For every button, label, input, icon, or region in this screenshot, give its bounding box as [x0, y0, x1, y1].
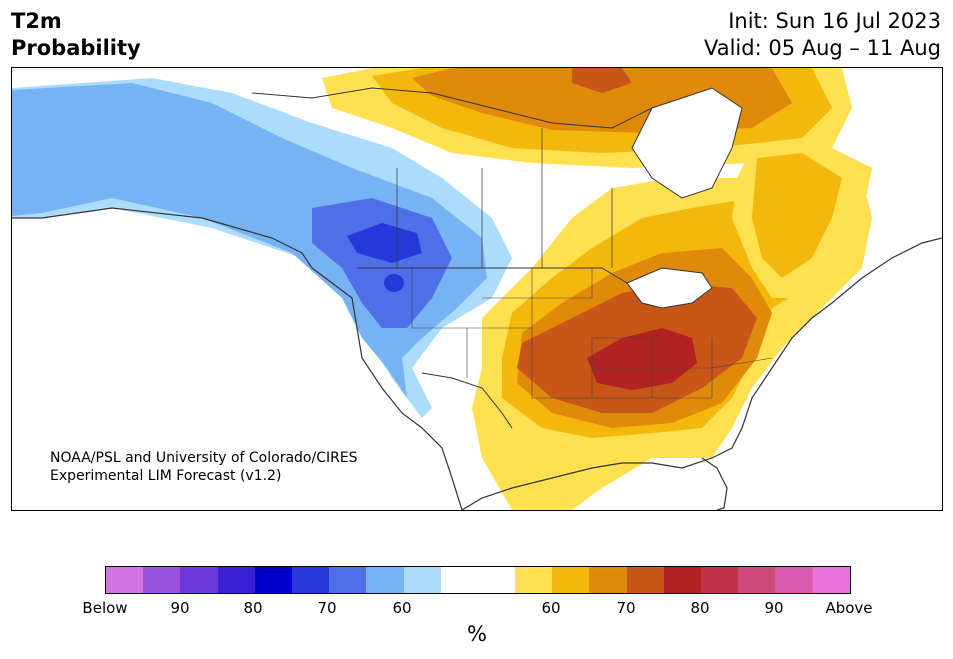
- hudson-bay: [631, 87, 743, 199]
- colorbar-tick-label: 70: [317, 599, 337, 617]
- colorbar-segment: [143, 567, 181, 593]
- colorbar-tick-label: 80: [243, 599, 263, 617]
- colorbar-segment: [477, 567, 516, 593]
- colorbar-segment: [589, 567, 627, 593]
- colorbar-segment: [775, 567, 813, 593]
- below-strong-area: [347, 223, 422, 263]
- title-quantity: Probability: [11, 36, 141, 60]
- colorbar-tick-label: 70: [616, 599, 636, 617]
- forecast-map: [12, 68, 942, 510]
- colorbar-segment: [812, 567, 850, 593]
- colorbar-tick-label: 90: [764, 599, 784, 617]
- forecast-dates: Init: Sun 16 Jul 2023 Valid: 05 Aug – 11…: [704, 8, 941, 62]
- title-variable: T2m: [11, 9, 62, 33]
- above-max-east: [587, 328, 697, 390]
- great-lakes: [626, 267, 713, 309]
- colorbar-segment: [515, 567, 553, 593]
- colorbar-segment: [663, 567, 701, 593]
- state-lines: [411, 268, 773, 399]
- colorbar-segment: [552, 567, 590, 593]
- canada-us-border: [357, 267, 628, 284]
- colorbar-segment: [180, 567, 218, 593]
- colorbar-tick-label: 60: [392, 599, 412, 617]
- colorbar-segment: [626, 567, 664, 593]
- below-mid-area: [312, 198, 452, 328]
- colorbar-segment: [440, 567, 478, 593]
- colorbar-segment: [217, 567, 255, 593]
- colorbar: [105, 566, 851, 594]
- map-panel: NOAA/PSL and University of Colorado/CIRE…: [11, 67, 943, 511]
- above-light-quebec: [752, 153, 842, 278]
- colorbar-segment: [701, 567, 739, 593]
- init-date: Init: Sun 16 Jul 2023: [728, 9, 941, 33]
- colorbar-segment: [291, 567, 330, 593]
- above-strong-north: [572, 68, 632, 93]
- florida: [701, 457, 728, 510]
- us-mexico-border: [421, 372, 513, 429]
- colorbar-tick-label: Below: [82, 599, 128, 617]
- colorbar-segment: [403, 567, 441, 593]
- colorbar-segment: [254, 567, 292, 593]
- colorbar-segment: [106, 567, 144, 593]
- colorbar-segment: [738, 567, 776, 593]
- valid-range: Valid: 05 Aug – 11 Aug: [703, 36, 941, 60]
- below-strong-spot: [384, 274, 404, 292]
- credit-line-1: NOAA/PSL and University of Colorado/CIRE…: [50, 450, 358, 466]
- credit-text: NOAA/PSL and University of Colorado/CIRE…: [50, 449, 358, 485]
- map-title: T2m Probability: [11, 8, 141, 62]
- colorbar-tick-label: 60: [541, 599, 561, 617]
- colorbar-tick-label: 90: [170, 599, 190, 617]
- colorbar-tick-label: Above: [825, 599, 873, 617]
- credit-line-2: Experimental LIM Forecast (v1.2): [50, 468, 282, 484]
- colorbar-segment: [366, 567, 404, 593]
- arctic-coastline: [251, 87, 653, 129]
- colorbar-unit: %: [467, 622, 487, 646]
- gulf-coastline: [461, 237, 942, 510]
- colorbar-tick-label: 80: [690, 599, 710, 617]
- below-light-area: [12, 83, 487, 398]
- west-coastline: [12, 207, 463, 510]
- province-lines: [396, 128, 613, 268]
- colorbar-segment: [329, 567, 367, 593]
